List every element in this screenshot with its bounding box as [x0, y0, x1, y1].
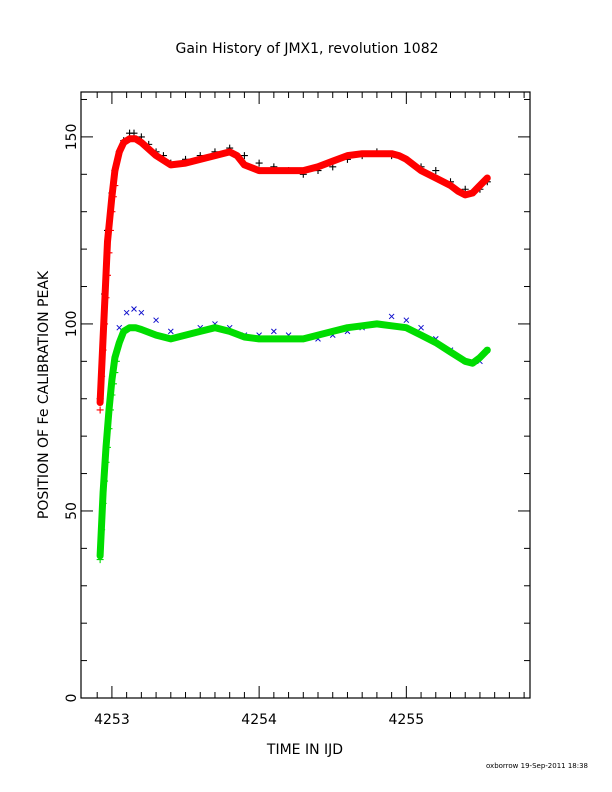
x-tick-label: 4255: [389, 712, 425, 728]
data-point: [98, 372, 106, 380]
trend-line: [96, 320, 491, 560]
y-axis-label: POSITION OF Fe CALIBRATION PEAK: [36, 270, 52, 519]
data-point: [108, 208, 116, 216]
data-point: [106, 226, 114, 234]
data-point: [388, 313, 395, 320]
data-point: [109, 380, 117, 388]
data-point: [270, 328, 277, 335]
y-axis-ticks: 0 50 100 150: [64, 98, 530, 703]
data-point: [153, 317, 159, 324]
data-point: [106, 406, 114, 414]
data-point: [123, 309, 130, 316]
data-point: [105, 425, 113, 433]
x-axis-label: TIME IN IJD: [266, 742, 343, 758]
data-point: [112, 357, 120, 365]
x-tick-label: 4254: [241, 712, 277, 728]
plot-frame: [80, 91, 531, 699]
y-tick-label: 50: [64, 502, 80, 520]
y-tick-label: 100: [64, 311, 80, 338]
data-point: [99, 346, 107, 354]
data-point: [103, 443, 111, 451]
x-tick-label: 4253: [94, 712, 130, 728]
data-point: [111, 182, 119, 190]
data-point: [101, 477, 109, 485]
data-point: [240, 152, 248, 160]
data-point: [103, 271, 111, 279]
chart-title: Gain History of JMX1, revolution 1082: [175, 41, 438, 57]
trend-line: [96, 135, 491, 406]
data-point: [102, 458, 110, 466]
data-point: [131, 306, 137, 312]
data-point: [98, 526, 106, 534]
plot-marks: [96, 129, 491, 564]
x-axis-ticks: 4253 4254 4255: [94, 92, 525, 728]
data-point: [108, 391, 116, 399]
data-point: [99, 499, 107, 507]
y-tick-label: 0: [64, 694, 80, 703]
data-point: [102, 294, 110, 302]
data-point: [101, 320, 109, 328]
y-tick-label: 150: [64, 124, 80, 151]
data-point: [109, 193, 117, 201]
data-point: [96, 406, 104, 414]
data-point: [111, 369, 119, 377]
data-point: [255, 159, 263, 167]
data-point: [105, 249, 113, 257]
data-point: [418, 324, 424, 331]
data-point: [403, 317, 410, 324]
data-point: [138, 309, 145, 316]
data-point: [432, 167, 440, 175]
data-point: [167, 328, 174, 335]
footer-credit: oxborrow 19-Sep-2011 18:38: [486, 762, 588, 770]
data-point: [96, 556, 104, 564]
